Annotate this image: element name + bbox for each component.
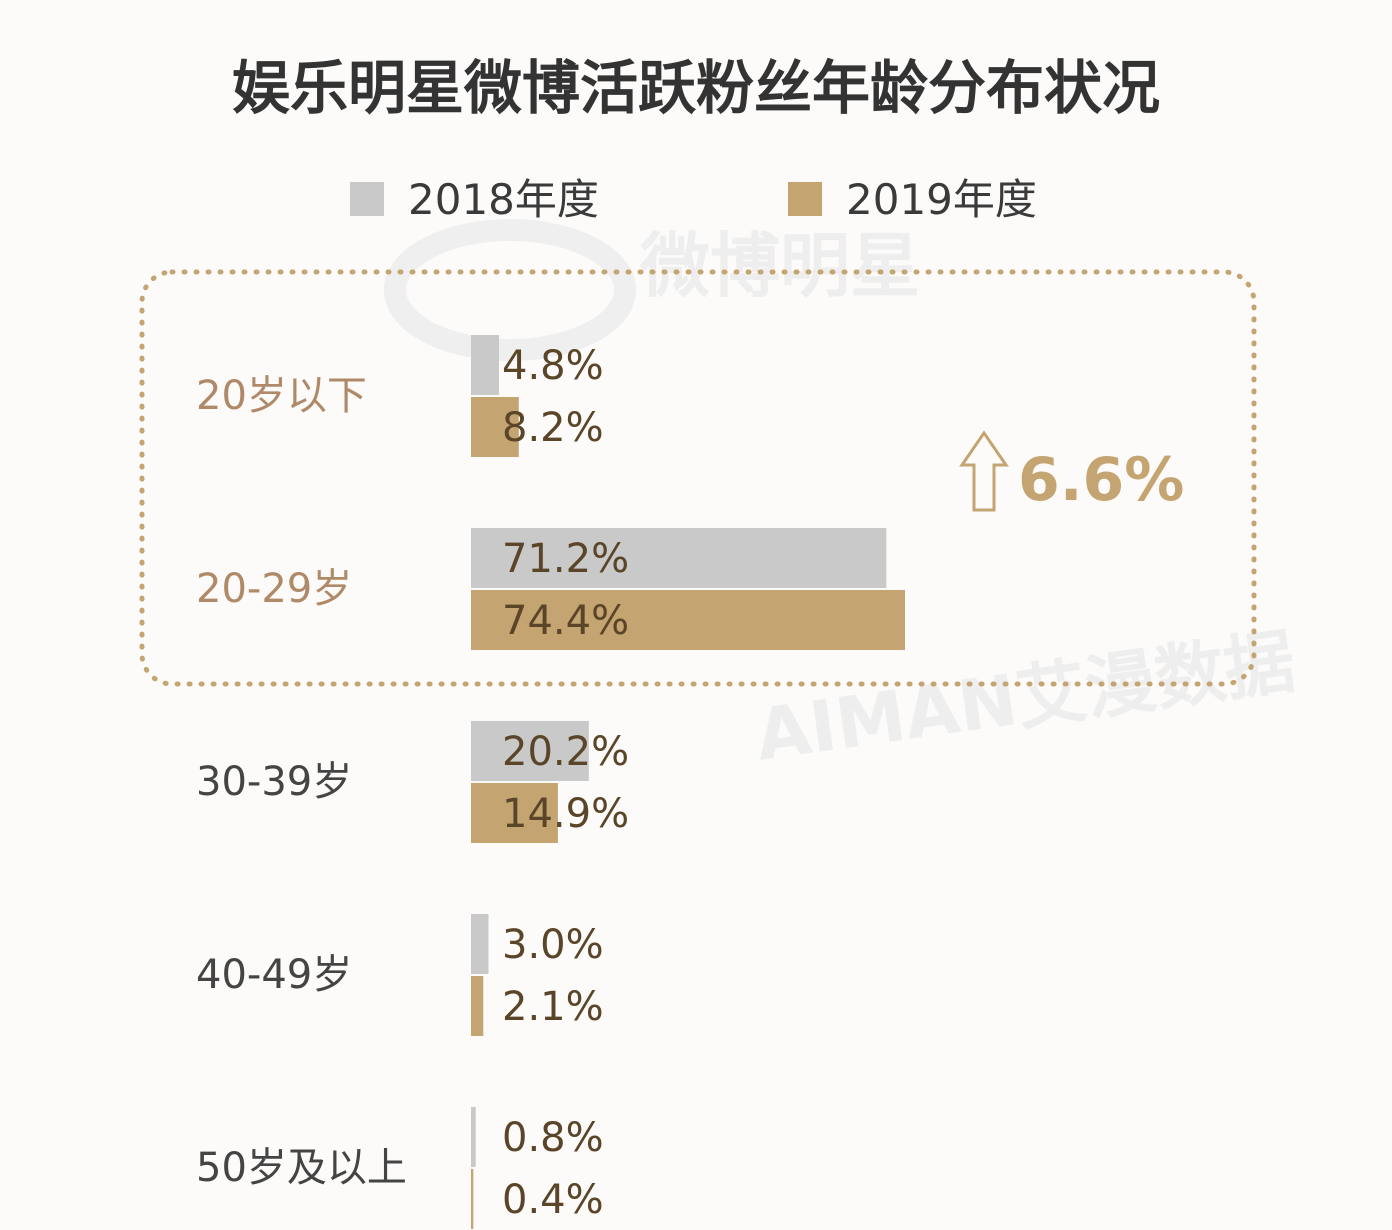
watermark-top-text: 微博明星 xyxy=(639,225,920,307)
data-label: 71.2% xyxy=(502,536,629,582)
callout: 6.6% xyxy=(959,430,1184,515)
category-label: 20-29岁 xyxy=(196,566,352,612)
legend-swatch-2018 xyxy=(350,182,384,216)
bar-2018年度 xyxy=(471,721,589,781)
bar-2018年度 xyxy=(471,914,489,974)
watermark-logo-icon xyxy=(384,219,636,361)
category-label: 30-39岁 xyxy=(196,759,352,805)
bar-2019年度 xyxy=(471,590,905,650)
legend-label-2018: 2018年度 xyxy=(408,175,599,224)
legend-label-2019: 2019年度 xyxy=(846,175,1037,224)
data-label: 3.0% xyxy=(502,922,604,968)
legend: 2018年度 2019年度 xyxy=(350,175,1037,224)
callout-value: 6.6% xyxy=(1018,445,1184,515)
category-label: 50岁及以上 xyxy=(196,1145,407,1191)
data-label: 74.4% xyxy=(502,598,629,644)
data-label: 0.4% xyxy=(502,1177,604,1223)
bar-2019年度 xyxy=(471,397,519,457)
legend-swatch-2019 xyxy=(788,182,822,216)
data-label: 20.2% xyxy=(502,729,629,775)
bar-2018年度 xyxy=(471,528,887,588)
data-label: 8.2% xyxy=(502,405,604,451)
data-label: 4.8% xyxy=(502,343,604,389)
bar-2019年度 xyxy=(471,783,558,843)
highlight-box xyxy=(139,269,1257,687)
category-label: 20岁以下 xyxy=(196,373,367,419)
data-label: 14.9% xyxy=(502,791,629,837)
category-label: 40-49岁 xyxy=(196,952,352,998)
bar-2019年度 xyxy=(471,1169,474,1229)
bar-2018年度 xyxy=(471,1107,476,1167)
bar-2019年度 xyxy=(471,976,484,1036)
bar-2018年度 xyxy=(471,335,499,395)
data-label: 0.8% xyxy=(502,1115,604,1161)
up-arrow-icon xyxy=(959,430,1009,512)
data-label: 2.1% xyxy=(502,984,604,1030)
bars-layer: 20岁以下 4.8% 8.2% 20-29岁 71.2% 74.4% 30-39岁 20.2%… xyxy=(196,335,905,1229)
chart-title: 娱乐明星微博活跃粉丝年龄分布状况 xyxy=(232,54,1160,122)
